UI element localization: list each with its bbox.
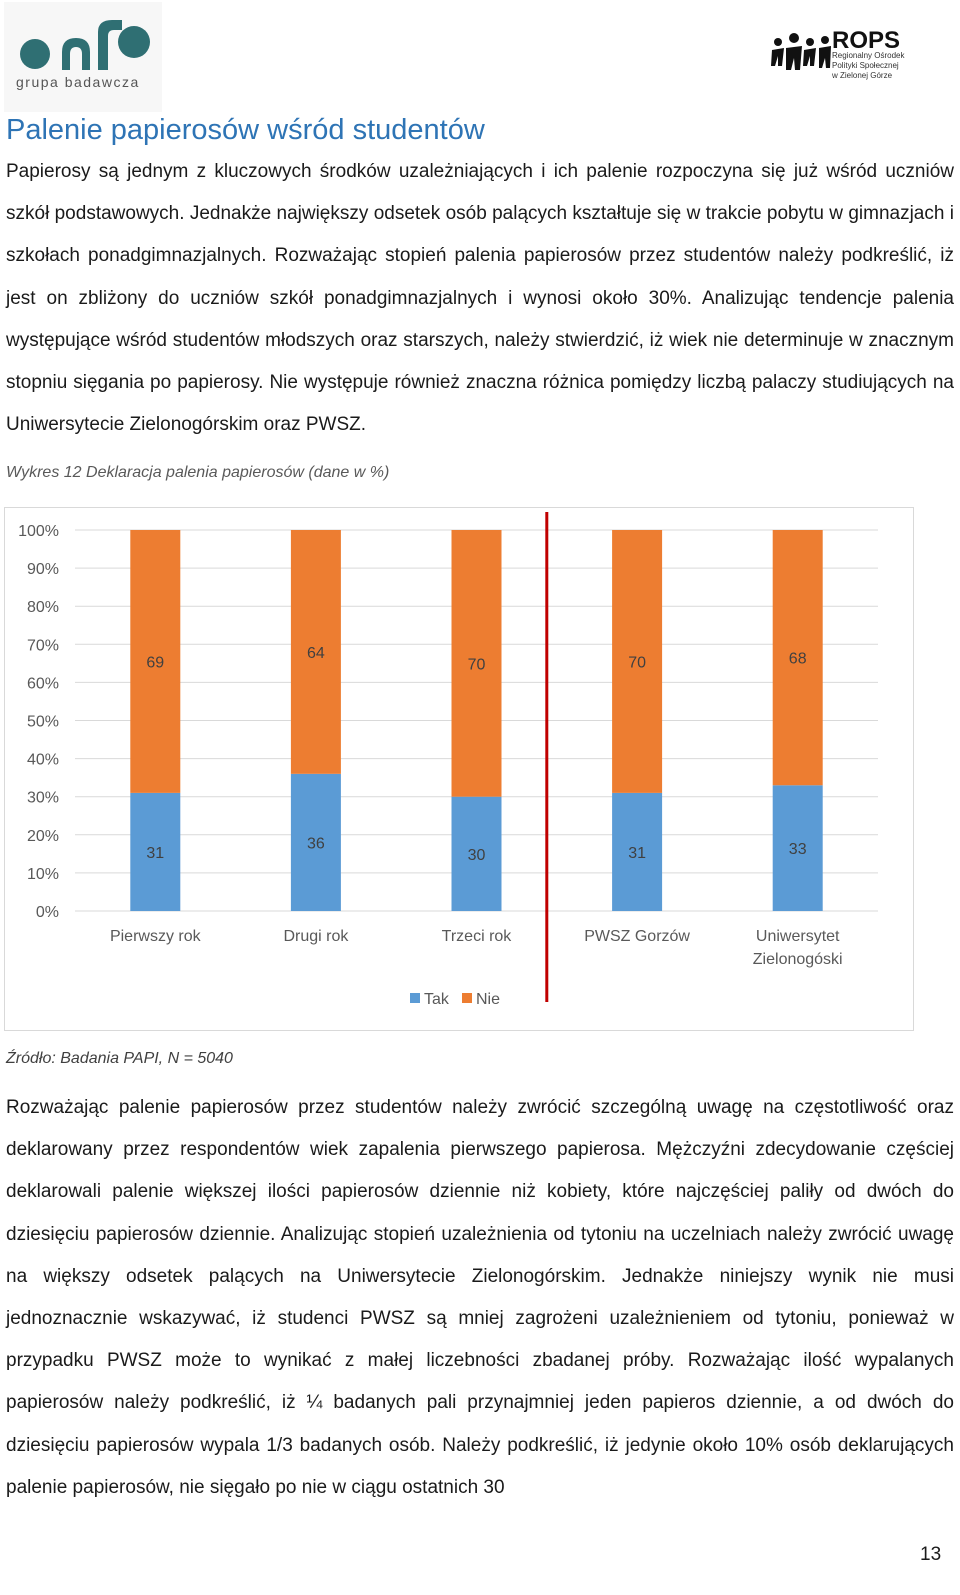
logo-line-2: Polityki Społecznej bbox=[832, 61, 899, 70]
logo-m-shape bbox=[62, 38, 90, 70]
page-title: Palenie papierosów wśród studentów bbox=[6, 114, 485, 146]
people-icon bbox=[771, 33, 831, 70]
logo-r-shape bbox=[98, 20, 122, 70]
logo-circle-2 bbox=[118, 26, 150, 58]
analysis-paragraph: Rozważając palenie papierosów przez stud… bbox=[6, 1097, 954, 1498]
logo-subtitle: grupa badawcza bbox=[16, 74, 140, 90]
source-note: Źródło: Badania PAPI, N = 5040 bbox=[6, 1050, 233, 1067]
chart-caption: Wykres 12 Deklaracja palenia papierosów … bbox=[6, 464, 390, 481]
intro-paragraph: Papierosy są jednym z kluczowych środków… bbox=[6, 161, 954, 436]
omr-logo: grupa badawcza bbox=[4, 2, 162, 112]
rops-logo: ROPS Regionalny Ośrodek Polityki Społecz… bbox=[771, 27, 905, 80]
logo-line-3: w Zielonej Górze bbox=[831, 71, 893, 80]
page-number: 13 bbox=[920, 1544, 942, 1565]
logo-line-1: Regionalny Ośrodek bbox=[832, 51, 905, 60]
chart-frame bbox=[4, 507, 914, 1031]
logo-rops-title: ROPS bbox=[832, 27, 900, 54]
logo-circle-1 bbox=[20, 39, 50, 69]
